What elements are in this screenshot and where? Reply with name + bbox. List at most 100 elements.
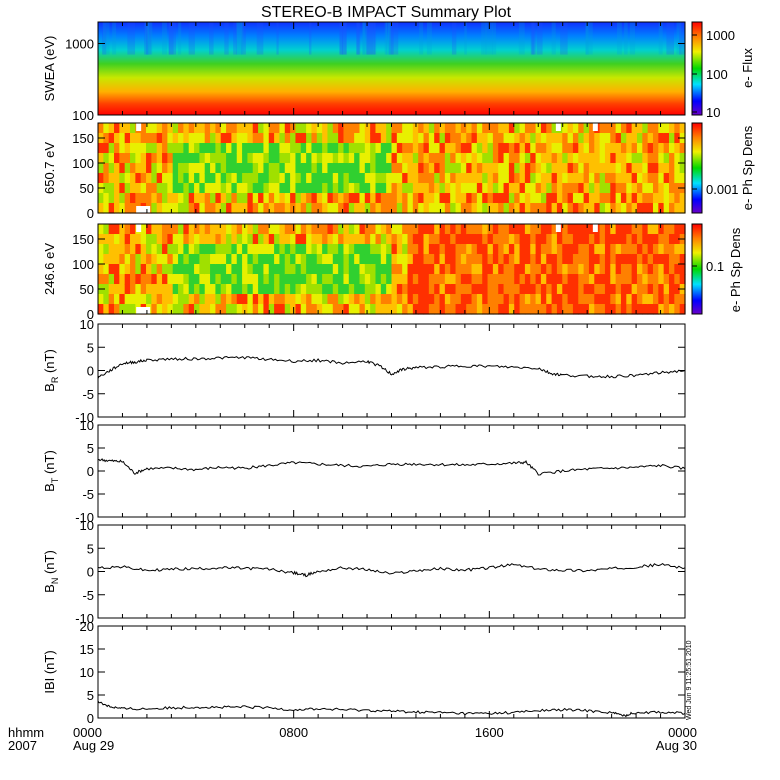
heatmap-cell xyxy=(316,264,323,275)
heatmap-cell xyxy=(412,244,419,255)
heatmap-cell xyxy=(594,294,601,305)
heatmap-cell xyxy=(135,183,142,194)
heatmap-cell xyxy=(124,254,131,265)
heatmap-cell xyxy=(220,193,227,204)
heatmap-cell xyxy=(594,304,601,315)
heatmap-cell xyxy=(199,284,206,295)
heatmap-cell xyxy=(599,203,606,214)
heatmap-cell xyxy=(167,294,174,305)
heatmap-cell xyxy=(647,203,654,214)
heatmap-cell xyxy=(652,234,659,245)
heatmap-cell xyxy=(188,183,195,194)
heatmap-cell xyxy=(631,244,638,255)
heatmap-cell xyxy=(226,304,233,315)
heatmap-cell xyxy=(215,234,222,245)
heatmap-cell xyxy=(151,284,158,295)
heatmap-cell xyxy=(460,173,467,184)
heatmap-cell xyxy=(178,284,184,295)
heatmap-cell xyxy=(135,234,142,245)
heatmap-cell xyxy=(124,284,131,295)
heatmap-cell xyxy=(247,264,254,275)
heatmap-cell xyxy=(514,133,521,144)
heatmap-cell xyxy=(252,143,259,154)
heatmap-cell xyxy=(583,294,590,305)
heatmap-cell xyxy=(236,22,244,55)
heatmap-cell xyxy=(412,193,419,204)
heatmap-cell xyxy=(540,123,547,134)
heatmap-cell xyxy=(562,203,569,214)
heatmap-cell xyxy=(300,254,307,265)
heatmap-cell xyxy=(332,224,339,235)
heatmap-cell xyxy=(396,163,403,174)
heatmap-cell xyxy=(220,133,227,144)
heatmap-cell xyxy=(220,143,227,154)
heatmap-cell xyxy=(252,193,259,204)
heatmap-cell xyxy=(636,284,643,295)
heatmap-cell xyxy=(610,264,617,275)
heatmap-cell xyxy=(620,234,627,245)
heatmap-cell xyxy=(610,224,617,235)
heatmap-cell xyxy=(642,264,649,275)
heatmap-cell xyxy=(585,22,589,55)
heatmap-cell xyxy=(263,264,270,275)
heatmap-cell xyxy=(535,143,542,154)
heatmap-cell xyxy=(364,254,371,265)
heatmap-cell xyxy=(498,153,505,164)
heatmap-cell xyxy=(354,203,361,214)
heatmap-cell xyxy=(135,173,142,184)
heatmap-cell xyxy=(242,193,249,204)
heatmap-cell xyxy=(668,183,675,194)
heatmap-cell xyxy=(252,264,259,275)
heatmap-cell xyxy=(231,294,238,305)
y-axis-label: BR (nT) xyxy=(42,349,60,392)
heatmap-cell xyxy=(631,153,638,164)
heatmap-cell xyxy=(370,284,377,295)
heatmap-cell xyxy=(167,163,174,174)
heatmap-cell xyxy=(663,234,670,245)
heatmap-cell xyxy=(476,173,483,184)
heatmap-cell xyxy=(647,254,654,265)
heatmap-cell xyxy=(364,224,371,235)
heatmap-cell xyxy=(620,143,627,154)
heatmap-cell xyxy=(668,294,675,305)
heatmap-cell xyxy=(572,244,579,255)
heatmap-cell xyxy=(514,193,521,204)
heatmap-cell xyxy=(316,224,323,235)
heatmap-cell xyxy=(359,224,366,235)
heatmap-cell xyxy=(284,163,291,174)
heatmap-cell xyxy=(375,193,382,204)
heatmap-cell xyxy=(588,123,595,134)
heatmap-cell xyxy=(679,203,686,214)
heatmap-cell xyxy=(156,123,163,134)
heatmap-cell xyxy=(418,153,425,164)
heatmap-cell xyxy=(188,274,195,285)
heatmap-cell xyxy=(199,304,206,315)
heatmap-cell xyxy=(306,234,313,245)
heatmap-cell xyxy=(610,183,617,194)
heatmap-cell xyxy=(124,143,131,154)
heatmap-cell xyxy=(327,153,334,164)
heatmap-cell xyxy=(295,224,302,235)
heatmap-cell xyxy=(658,264,665,275)
heatmap-cell xyxy=(482,244,489,255)
heatmap-cell xyxy=(295,143,302,154)
heatmap-cell xyxy=(167,173,174,184)
heatmap-cell xyxy=(98,274,104,285)
heatmap-cell xyxy=(471,274,478,285)
plot-frame xyxy=(97,323,686,418)
heatmap-cell xyxy=(247,173,254,184)
heatmap-cell xyxy=(290,193,297,204)
heatmap-cell xyxy=(620,224,627,235)
heatmap-cell xyxy=(338,274,345,285)
heatmap-cell xyxy=(151,244,158,255)
heatmap-cell xyxy=(263,143,270,154)
heatmap-cell xyxy=(594,153,601,164)
heatmap-cell xyxy=(188,264,195,275)
heatmap-cell xyxy=(364,163,371,174)
heatmap-cell xyxy=(476,274,483,285)
heatmap-cell xyxy=(498,123,505,134)
heatmap-cell xyxy=(466,203,473,214)
heatmap-cell xyxy=(652,244,659,255)
heatmap-cell xyxy=(215,284,222,295)
heatmap-cell xyxy=(604,294,611,305)
